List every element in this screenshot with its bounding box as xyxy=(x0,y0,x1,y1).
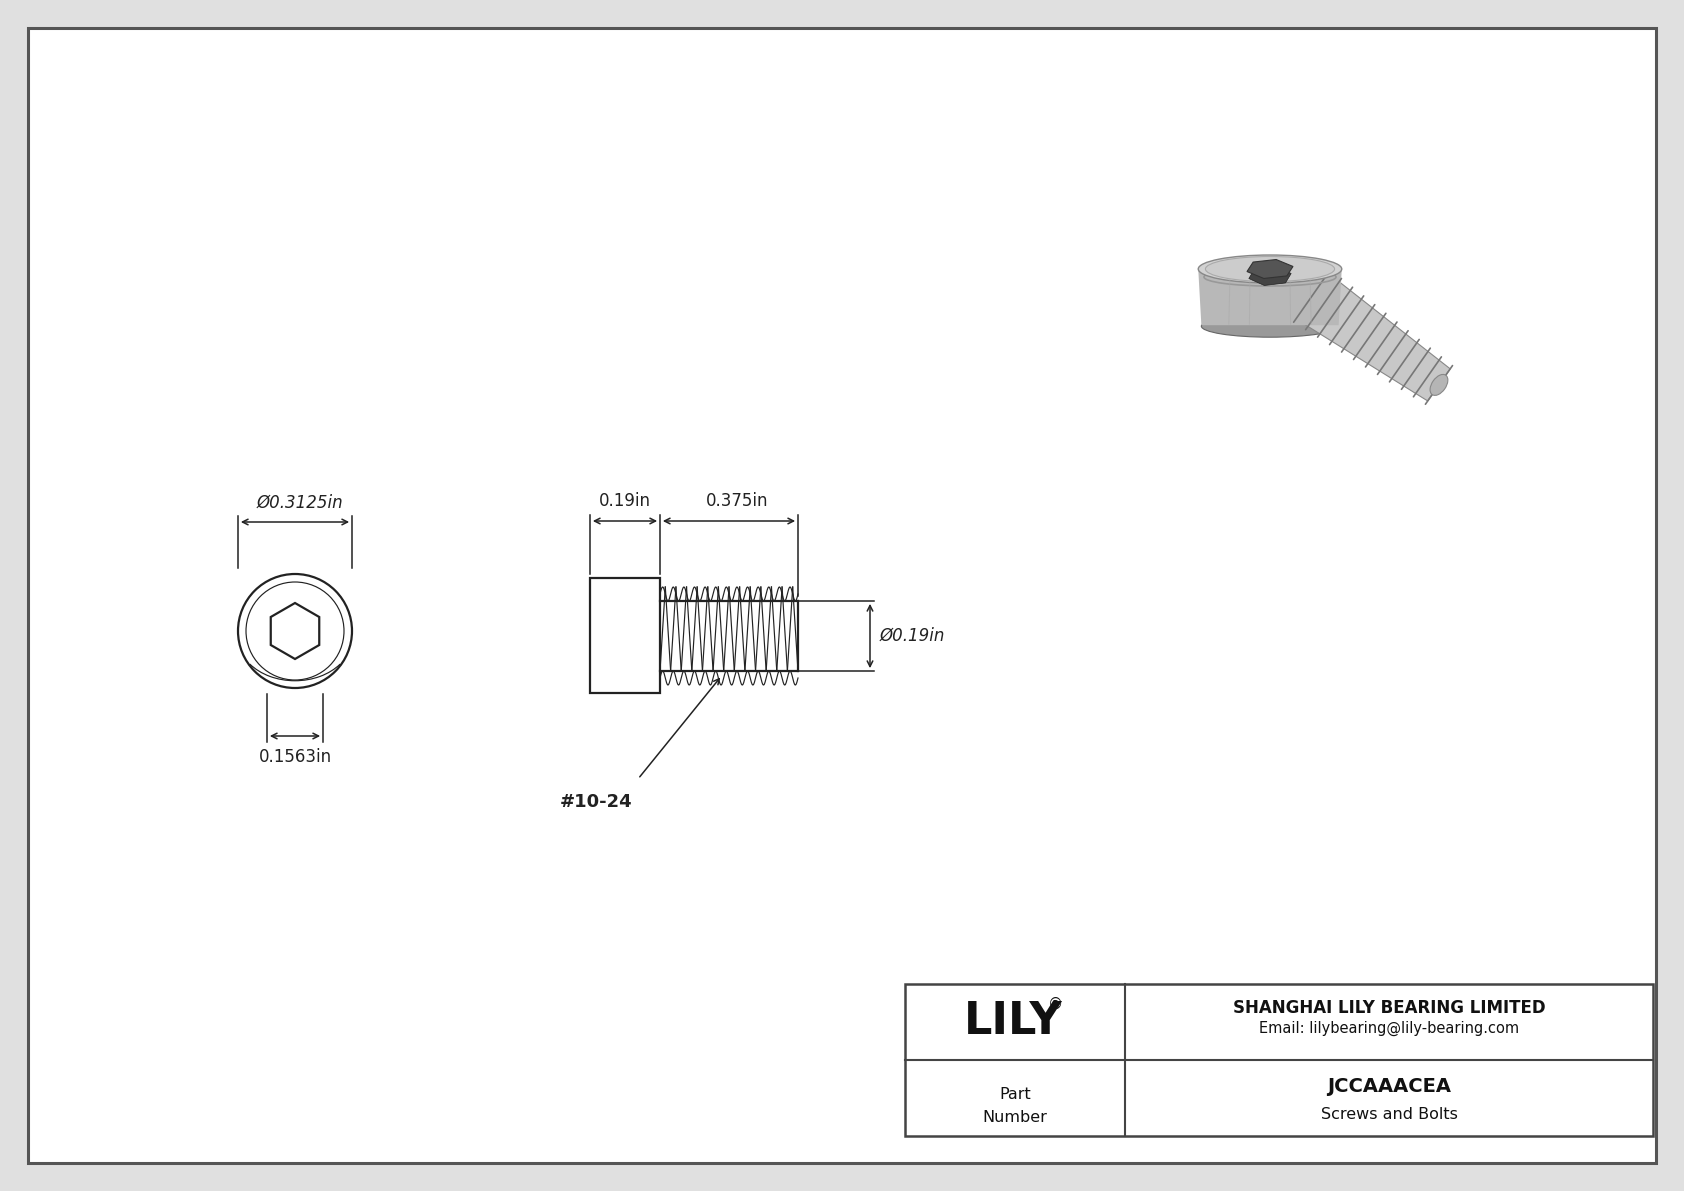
Text: Email: lilybearing@lily-bearing.com: Email: lilybearing@lily-bearing.com xyxy=(1260,1021,1519,1036)
Text: 0.1563in: 0.1563in xyxy=(258,748,332,766)
Bar xyxy=(589,578,660,693)
Text: SHANGHAI LILY BEARING LIMITED: SHANGHAI LILY BEARING LIMITED xyxy=(1233,999,1546,1017)
Ellipse shape xyxy=(1206,256,1335,281)
Text: 0.19in: 0.19in xyxy=(600,492,652,510)
Text: Part: Part xyxy=(999,1086,1031,1102)
Polygon shape xyxy=(271,603,320,659)
Polygon shape xyxy=(1297,273,1450,401)
Bar xyxy=(660,601,798,671)
Text: JCCAAACEA: JCCAAACEA xyxy=(1327,1077,1452,1096)
Text: #10-24: #10-24 xyxy=(561,793,633,811)
Circle shape xyxy=(237,574,352,688)
Polygon shape xyxy=(1248,260,1293,279)
Text: Number: Number xyxy=(982,1110,1047,1124)
Ellipse shape xyxy=(1201,316,1339,337)
Polygon shape xyxy=(1199,269,1342,325)
Text: Ø0.3125in: Ø0.3125in xyxy=(256,494,344,512)
Ellipse shape xyxy=(1199,255,1342,283)
Text: 0.375in: 0.375in xyxy=(706,492,768,510)
Bar xyxy=(904,984,1654,1136)
Ellipse shape xyxy=(1430,374,1448,395)
Polygon shape xyxy=(1250,267,1292,286)
Text: ®: ® xyxy=(1047,997,1063,1011)
Text: LILY: LILY xyxy=(963,1000,1063,1043)
Text: Screws and Bolts: Screws and Bolts xyxy=(1320,1108,1457,1122)
Text: Ø0.19in: Ø0.19in xyxy=(881,626,945,646)
